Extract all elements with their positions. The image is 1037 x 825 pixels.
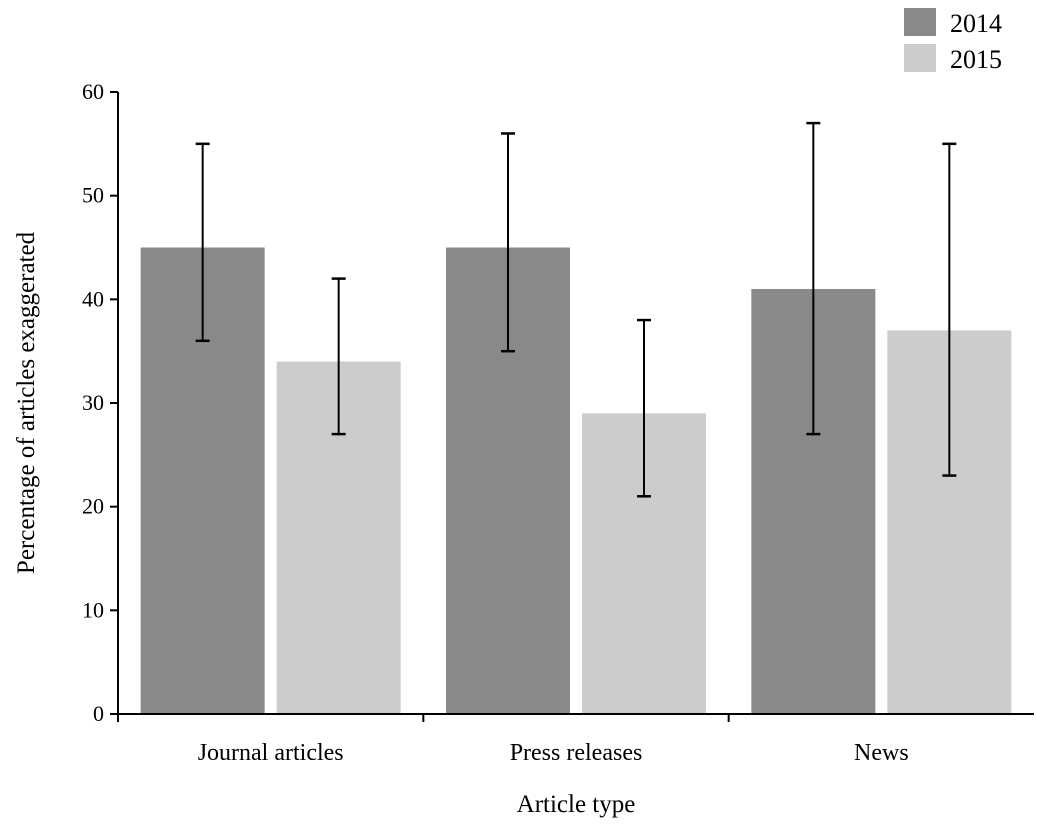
y-ticks-layer: 0 10 20 30 40 50 60 xyxy=(82,79,118,726)
x-axis-title: Article type xyxy=(517,791,636,818)
y-tick-label: 50 xyxy=(82,183,104,208)
error-bar-2014-2 xyxy=(806,121,821,436)
x-tick-label: Press releases xyxy=(510,740,643,766)
x-ticks-layer: Journal articles Press releases News xyxy=(117,714,909,766)
y-tick-label: 30 xyxy=(82,390,104,415)
bars-layer xyxy=(140,247,1012,714)
x-tick-label: News xyxy=(854,740,909,766)
legend-label-2014: 2014 xyxy=(950,9,1002,38)
legend: 2014 2015 xyxy=(904,8,1002,74)
y-tick-label: 10 xyxy=(82,597,104,622)
error-bars-layer xyxy=(195,121,957,498)
x-tick-label: Journal articles xyxy=(198,740,344,766)
error-bar-2015-0 xyxy=(331,277,346,436)
legend-swatch-2014 xyxy=(904,8,936,36)
y-tick-label: 0 xyxy=(93,701,104,726)
error-bar-2015-2 xyxy=(942,142,957,477)
y-tick-label: 20 xyxy=(82,494,104,519)
y-tick-label: 60 xyxy=(82,79,104,104)
error-bar-2015-1 xyxy=(637,318,651,498)
y-axis-title: Percentage of articles exaggerated xyxy=(13,231,40,574)
legend-label-2015: 2015 xyxy=(950,45,1002,74)
error-bar-2014-0 xyxy=(195,142,210,343)
y-tick-label: 40 xyxy=(82,286,104,311)
legend-swatch-2015 xyxy=(904,44,936,72)
error-bar-2014-1 xyxy=(501,132,515,353)
